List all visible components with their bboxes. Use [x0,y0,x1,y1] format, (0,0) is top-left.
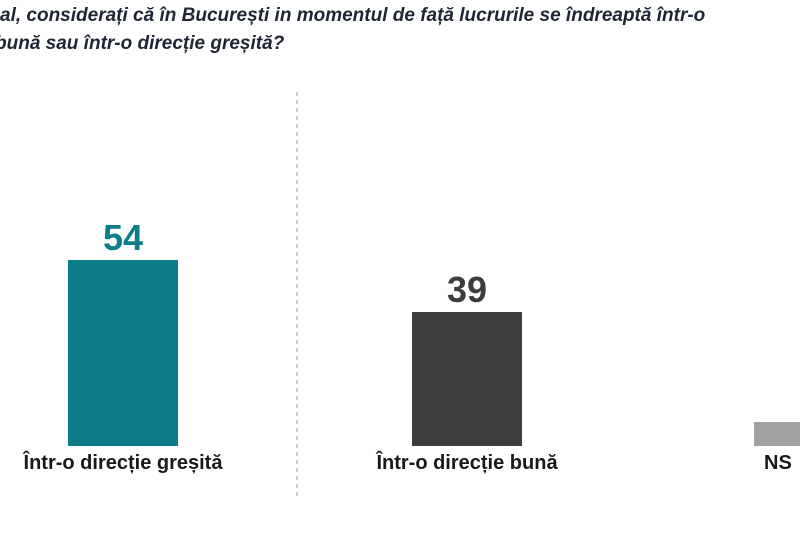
chart-title-line-1: al, considerați că în București in momen… [0,5,706,26]
category-label-ns: NS [764,452,792,474]
chart-title: al, considerați că în București in momen… [0,2,705,58]
value-label-directie-gresita: 54 [102,217,144,258]
bar-directie-buna [412,312,522,446]
dashed-separator-line [296,92,298,498]
bar-group-directie-buna: 39 [412,271,522,446]
bar-ns [754,422,800,446]
chart-title-line-2: bună sau într-o direcție greșită? [0,33,285,54]
bar-directie-gresita [68,260,178,446]
value-label-directie-buna: 39 [446,269,488,310]
category-label-directie-buna: Într-o direcție bună [376,452,558,474]
bar-group-directie-gresita: 54 [68,219,178,446]
category-label-directie-gresita: Într-o direcție greșită [23,452,223,474]
bar-group-ns [754,419,800,446]
